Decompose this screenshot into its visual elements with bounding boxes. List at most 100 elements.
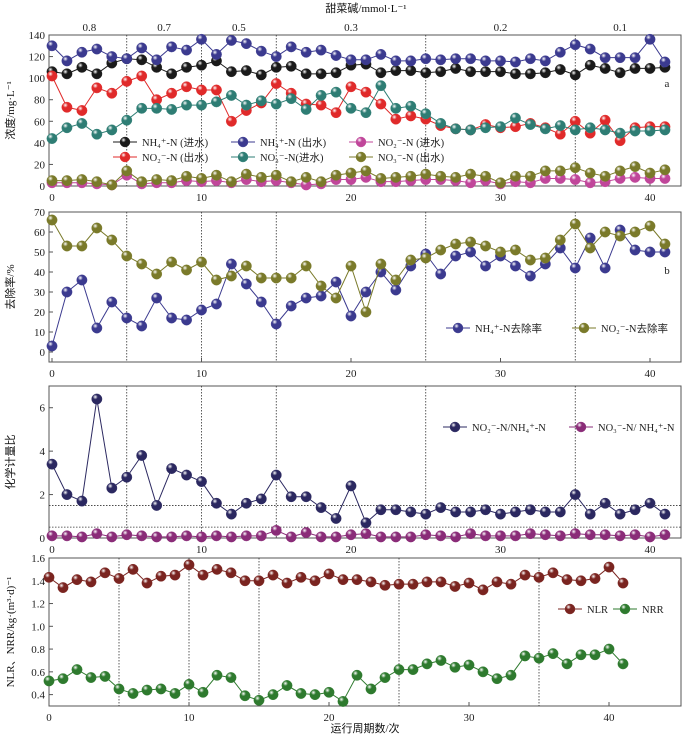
data-point (554, 165, 566, 177)
top-axis-label: 0.2 (494, 22, 508, 34)
data-point (547, 567, 559, 579)
x-tick-label: 30 (464, 712, 476, 724)
data-point (211, 84, 222, 96)
data-point (300, 171, 312, 183)
data-point (240, 530, 252, 542)
data-point (211, 96, 222, 108)
data-point (480, 504, 491, 516)
data-point (225, 567, 237, 579)
data-point (240, 278, 252, 290)
data-point (295, 688, 307, 699)
series (46, 214, 671, 318)
data-point (614, 52, 626, 64)
data-point (614, 67, 626, 79)
data-point (495, 121, 506, 133)
data-point (510, 530, 521, 542)
data-point (155, 570, 167, 582)
legend-item: NO₂⁻-N (出水) (113, 151, 209, 164)
data-point (181, 99, 192, 111)
series (46, 161, 671, 191)
data-point (270, 61, 282, 73)
data-point (141, 684, 153, 696)
data-point (169, 688, 181, 699)
y-tick-label: 70 (34, 207, 46, 219)
legend-marker (564, 603, 576, 615)
data-point (300, 46, 312, 58)
data-point (449, 661, 461, 673)
data-point (614, 165, 626, 177)
data-point (99, 671, 111, 682)
data-point (196, 173, 207, 184)
data-point (420, 108, 432, 120)
data-point (300, 104, 312, 115)
data-point (599, 124, 611, 136)
data-point (505, 669, 517, 681)
data-point (255, 296, 267, 308)
data-point (315, 280, 327, 292)
data-point (61, 175, 73, 187)
data-point (315, 99, 327, 111)
data-point (337, 696, 349, 707)
data-point (330, 276, 342, 288)
y-axis-title: 去除率/% (3, 264, 17, 309)
data-point (285, 176, 297, 188)
data-point (539, 123, 551, 135)
data-point (85, 576, 97, 588)
data-point (61, 55, 73, 67)
legend-item: NO₃⁻-N (出水) (349, 151, 445, 164)
x-tick-label: 30 (495, 544, 507, 556)
data-point (255, 171, 267, 183)
data-point (253, 694, 265, 706)
data-point (106, 234, 118, 246)
y-tick-label: 60 (34, 227, 46, 239)
data-point (599, 114, 611, 126)
data-point (106, 531, 118, 543)
data-point (240, 260, 252, 272)
data-point (450, 531, 462, 543)
data-point (554, 46, 566, 58)
data-point (46, 214, 58, 226)
data-point (584, 59, 596, 71)
data-point (407, 578, 419, 590)
chart-panel: 0 20 40 60 80 100 120 140 0 10 20 30 40 浓度/mg·L⁻¹ a NH₄… (3, 30, 682, 204)
data-point (255, 69, 267, 81)
data-point (360, 54, 372, 66)
data-point (300, 68, 312, 80)
data-point (181, 264, 192, 276)
data-point (554, 64, 566, 75)
data-point (330, 513, 342, 524)
data-point (393, 578, 405, 590)
data-point (505, 578, 517, 590)
data-point (435, 244, 447, 256)
data-point (270, 169, 282, 181)
data-point (166, 256, 178, 268)
x-tick-label: 40 (645, 368, 657, 380)
data-point (510, 112, 521, 124)
data-point (569, 218, 581, 230)
data-point (61, 122, 73, 134)
panel-label: b (664, 265, 670, 277)
data-point (196, 99, 207, 111)
data-point (575, 575, 587, 587)
data-point (510, 170, 521, 182)
data-point (127, 563, 139, 575)
data-point (629, 63, 641, 74)
y-tick-label: 140 (29, 30, 46, 42)
legend-label: NO₂⁻-N (进水) (378, 137, 445, 149)
data-point (141, 577, 153, 589)
data-point (183, 678, 195, 690)
y-tick-label: 0 (40, 347, 46, 359)
data-point (421, 576, 433, 588)
data-point (644, 246, 656, 258)
data-point (644, 531, 656, 543)
top-axis-title: 甜菜碱/mmol·L⁻¹ (325, 2, 406, 15)
data-point (495, 66, 506, 78)
data-point (480, 55, 491, 67)
y-tick-label: 60 (34, 116, 46, 128)
data-point (405, 254, 417, 266)
data-point (450, 238, 462, 250)
data-point (315, 176, 327, 188)
data-point (285, 60, 297, 72)
data-point (121, 529, 133, 541)
data-point (525, 68, 536, 80)
